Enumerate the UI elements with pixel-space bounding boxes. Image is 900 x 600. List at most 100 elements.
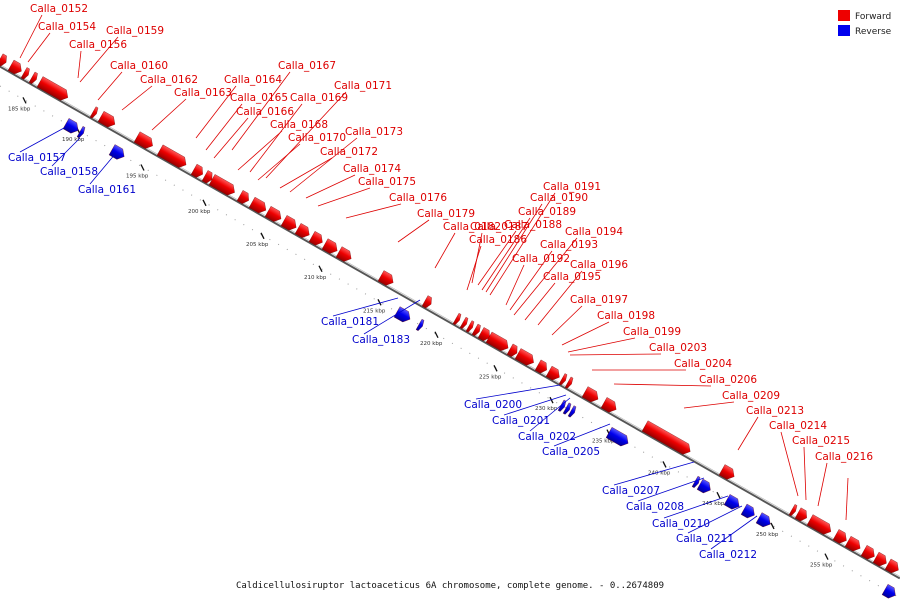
forward-gene-label[interactable]: Calla_0166 — [236, 106, 294, 118]
forward-gene[interactable] — [832, 529, 849, 545]
reverse-gene-label[interactable]: Calla_0207 — [602, 485, 660, 497]
reverse-gene-label[interactable]: Calla_0157 — [8, 152, 66, 164]
forward-gene[interactable] — [208, 174, 238, 197]
reverse-gene-label[interactable]: Calla_0183 — [352, 334, 410, 346]
forward-gene[interactable] — [201, 170, 215, 184]
reverse-gene[interactable] — [62, 118, 81, 135]
forward-gene-label[interactable]: Calla_0187 — [470, 221, 528, 233]
forward-gene[interactable] — [335, 246, 354, 264]
forward-gene[interactable] — [844, 535, 863, 553]
forward-gene-label[interactable]: Calla_0216 — [815, 451, 873, 463]
reverse-gene[interactable] — [562, 402, 572, 415]
forward-gene[interactable] — [97, 111, 118, 129]
reverse-gene[interactable] — [755, 512, 773, 530]
forward-gene-label[interactable]: Calla_0199 — [623, 326, 681, 338]
forward-gene[interactable] — [0, 53, 9, 68]
forward-gene-label[interactable]: Calla_0165 — [230, 92, 288, 104]
forward-gene[interactable] — [872, 551, 889, 568]
reverse-gene-label[interactable]: Calla_0181 — [321, 316, 379, 328]
reverse-gene-label[interactable]: Calla_0212 — [699, 549, 757, 561]
forward-gene-label[interactable]: Calla_0152 — [30, 3, 88, 15]
reverse-gene[interactable] — [605, 427, 631, 448]
forward-gene-label[interactable]: Calla_0169 — [290, 92, 348, 104]
forward-gene-label[interactable]: Calla_0163 — [174, 87, 232, 99]
forward-gene[interactable] — [294, 223, 312, 240]
forward-gene[interactable] — [477, 327, 493, 342]
forward-gene-label[interactable]: Calla_0179 — [417, 208, 475, 220]
forward-gene[interactable] — [190, 163, 206, 179]
forward-gene[interactable] — [788, 504, 798, 517]
forward-gene-label[interactable]: Calla_0170 — [288, 132, 346, 144]
forward-gene-label[interactable]: Calla_0192 — [512, 253, 570, 265]
reverse-gene-label[interactable]: Calla_0200 — [464, 399, 522, 411]
forward-gene-label[interactable]: Calla_0194 — [565, 226, 623, 238]
forward-gene[interactable] — [7, 59, 24, 76]
forward-gene-label[interactable]: Calla_0172 — [320, 146, 378, 158]
forward-gene-label[interactable]: Calla_0189 — [518, 206, 576, 218]
reverse-gene[interactable] — [415, 318, 425, 331]
forward-gene[interactable] — [558, 373, 568, 386]
forward-gene-label[interactable]: Calla_0206 — [699, 374, 757, 386]
forward-gene-label[interactable]: Calla_0174 — [343, 163, 401, 175]
reverse-gene-label[interactable]: Calla_0201 — [492, 415, 550, 427]
forward-gene[interactable] — [806, 514, 834, 537]
forward-gene[interactable] — [280, 215, 299, 232]
forward-gene-label[interactable]: Calla_0186 — [469, 234, 527, 246]
forward-gene[interactable] — [36, 76, 71, 103]
forward-gene-label[interactable]: Calla_0197 — [570, 294, 628, 306]
reverse-gene[interactable] — [76, 126, 86, 139]
forward-gene[interactable] — [860, 545, 877, 561]
forward-gene[interactable] — [321, 238, 340, 256]
forward-gene-label[interactable]: Calla_0213 — [746, 405, 804, 417]
forward-gene[interactable] — [534, 359, 550, 375]
forward-gene-label[interactable]: Calla_0198 — [597, 310, 655, 322]
forward-gene[interactable] — [471, 323, 482, 337]
forward-gene-label[interactable]: Calla_0182 — [443, 221, 501, 233]
forward-gene[interactable] — [581, 386, 601, 405]
forward-gene[interactable] — [884, 558, 900, 575]
forward-gene-label[interactable]: Calla_0209 — [722, 390, 780, 402]
forward-gene[interactable] — [485, 331, 511, 353]
reverse-gene-label[interactable]: Calla_0211 — [676, 533, 734, 545]
forward-gene[interactable] — [133, 131, 156, 151]
forward-gene-label[interactable]: Calla_0164 — [224, 74, 282, 86]
forward-gene[interactable] — [600, 397, 619, 414]
forward-gene-label[interactable]: Calla_0173 — [345, 126, 403, 138]
forward-gene-label[interactable]: Calla_0204 — [674, 358, 732, 370]
reverse-gene[interactable] — [108, 144, 127, 162]
forward-gene[interactable] — [421, 295, 434, 310]
forward-gene[interactable] — [236, 190, 252, 205]
reverse-gene-label[interactable]: Calla_0208 — [626, 501, 684, 513]
reverse-gene-label[interactable]: Calla_0202 — [518, 431, 576, 443]
reverse-gene[interactable] — [723, 494, 742, 511]
forward-gene-label[interactable]: Calla_0214 — [769, 420, 827, 432]
forward-gene-label[interactable]: Calla_0190 — [530, 192, 588, 204]
forward-gene[interactable] — [20, 67, 31, 80]
forward-gene-label[interactable]: Calla_0215 — [792, 435, 850, 447]
forward-gene-label[interactable]: Calla_0156 — [69, 39, 127, 51]
reverse-gene-label[interactable]: Calla_0210 — [652, 518, 710, 530]
forward-gene[interactable] — [465, 320, 475, 333]
forward-gene-label[interactable]: Calla_0193 — [540, 239, 598, 251]
reverse-gene-label[interactable]: Calla_0161 — [78, 184, 136, 196]
forward-gene[interactable] — [564, 376, 574, 389]
reverse-gene[interactable] — [740, 503, 757, 520]
reverse-gene[interactable] — [691, 475, 701, 488]
forward-gene[interactable] — [459, 316, 469, 329]
forward-gene-label[interactable]: Calla_0168 — [270, 119, 328, 131]
reverse-gene[interactable] — [393, 306, 413, 325]
forward-gene[interactable] — [28, 71, 39, 85]
forward-gene-label[interactable]: Calla_0191 — [543, 181, 601, 193]
forward-gene-label[interactable]: Calla_0159 — [106, 25, 164, 37]
forward-gene[interactable] — [794, 507, 810, 523]
forward-gene[interactable] — [514, 348, 537, 367]
forward-gene[interactable] — [452, 312, 462, 326]
forward-gene-label[interactable]: Calla_0203 — [649, 342, 707, 354]
reverse-gene[interactable] — [696, 478, 713, 495]
forward-gene-label[interactable]: Calla_0171 — [334, 80, 392, 92]
forward-gene[interactable] — [641, 420, 693, 457]
forward-gene-label[interactable]: Calla_0176 — [389, 192, 447, 204]
forward-gene[interactable] — [156, 144, 189, 170]
forward-gene-label[interactable]: Calla_0154 — [38, 21, 96, 33]
forward-gene-label[interactable]: Calla_0167 — [278, 60, 336, 72]
